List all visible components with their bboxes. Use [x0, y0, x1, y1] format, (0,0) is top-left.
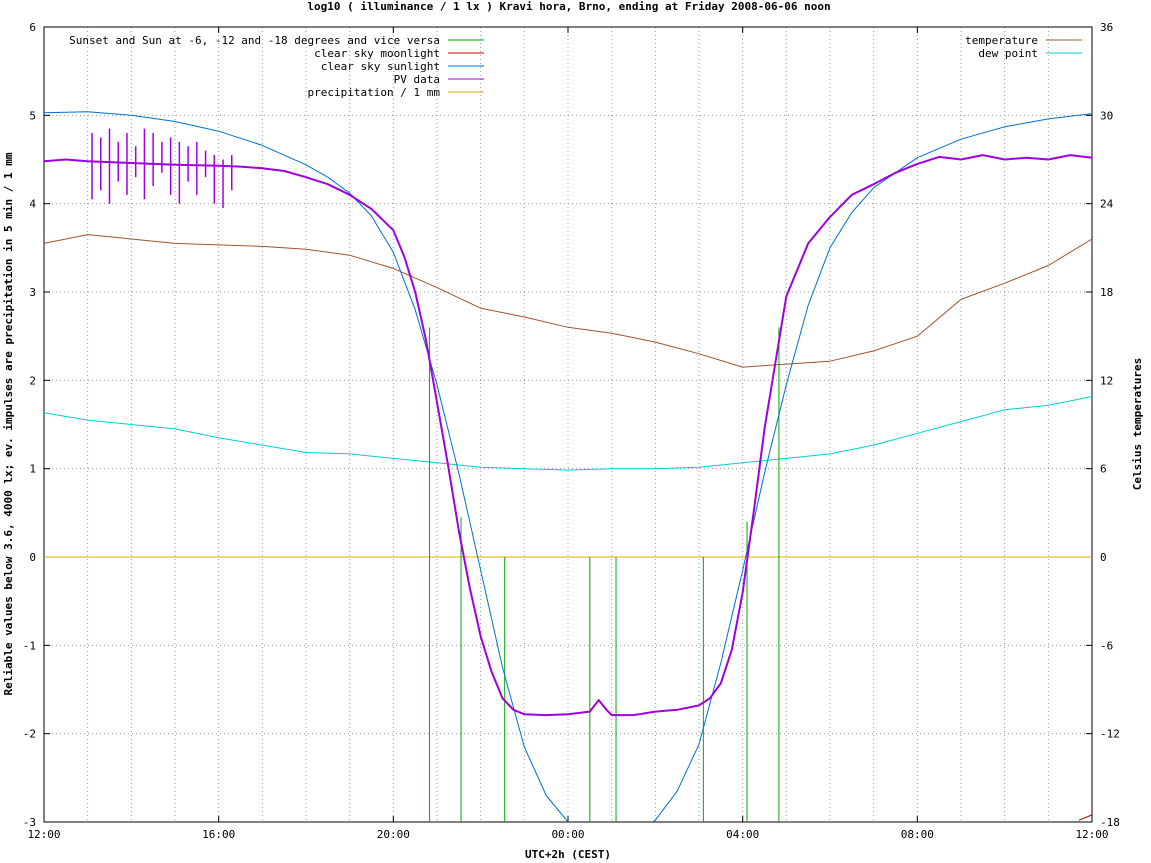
x-tick-label: 16:00 [202, 828, 235, 841]
y-tick-label: 5 [29, 109, 36, 122]
legend-label: dew point [978, 47, 1038, 60]
data-series [43, 111, 1093, 822]
grid-lines [44, 27, 1092, 822]
legend-label: temperature [965, 34, 1038, 47]
dew-point-line [43, 396, 1093, 471]
y-tick-label: -2 [23, 728, 36, 741]
y2-tick-label: -12 [1100, 728, 1120, 741]
moonlight-line [1078, 814, 1092, 821]
y2-tick-label: 30 [1100, 109, 1113, 122]
legend-label: PV data [394, 73, 440, 86]
y-axis-label: Reliable values below 3.6, 4000 lx; ev. … [2, 152, 15, 695]
y-tick-label: 6 [29, 21, 36, 34]
legend-label: clear sky moonlight [314, 47, 440, 60]
legend: Sunset and Sun at -6, -12 and -18 degree… [69, 34, 1082, 99]
legend-label: clear sky sunlight [321, 60, 440, 73]
clear-sky-sunlight-line [44, 111, 1092, 822]
y2-tick-label: -6 [1100, 639, 1113, 652]
y2-tick-label: 24 [1100, 198, 1114, 211]
legend-label: Sunset and Sun at -6, -12 and -18 degree… [69, 34, 440, 47]
y2-axis-label: Celsius temperatures [1131, 358, 1144, 490]
temperature-line [43, 234, 1093, 368]
y-tick-label: 4 [29, 198, 36, 211]
y2-tick-label: 18 [1100, 286, 1113, 299]
axis-ticks: 12:00 16:00 20:00 00:00 04:00 08:00 12:00-3-2-… [23, 21, 1120, 841]
chart-title: log10 ( illuminance / 1 lx ) Kravi hora,… [307, 0, 830, 13]
clipped-series [44, 111, 1092, 822]
y2-tick-label: 36 [1100, 21, 1113, 34]
y-tick-label: 1 [29, 463, 36, 476]
y2-tick-label: -18 [1100, 816, 1120, 829]
x-tick-label: 08:00 [901, 828, 934, 841]
legend-label: precipitation / 1 mm [308, 86, 441, 99]
pv-data-line [43, 154, 1093, 717]
y2-tick-label: 6 [1100, 463, 1107, 476]
x-tick-label: 12:00 [1075, 828, 1108, 841]
y-tick-label: 0 [29, 551, 36, 564]
y-tick-label: -1 [23, 639, 36, 652]
y2-tick-label: 0 [1100, 551, 1107, 564]
y-tick-label: -3 [23, 816, 36, 829]
x-tick-label: 20:00 [377, 828, 410, 841]
x-tick-label: 00:00 [551, 828, 584, 841]
y-tick-label: 2 [29, 374, 36, 387]
x-tick-label: 04:00 [726, 828, 759, 841]
plot-frame [43, 26, 1093, 823]
y-tick-label: 3 [29, 286, 36, 299]
y2-tick-label: 12 [1100, 374, 1113, 387]
x-axis-label: UTC+2h (CEST) [525, 848, 611, 861]
x-tick-label: 12:00 [27, 828, 60, 841]
